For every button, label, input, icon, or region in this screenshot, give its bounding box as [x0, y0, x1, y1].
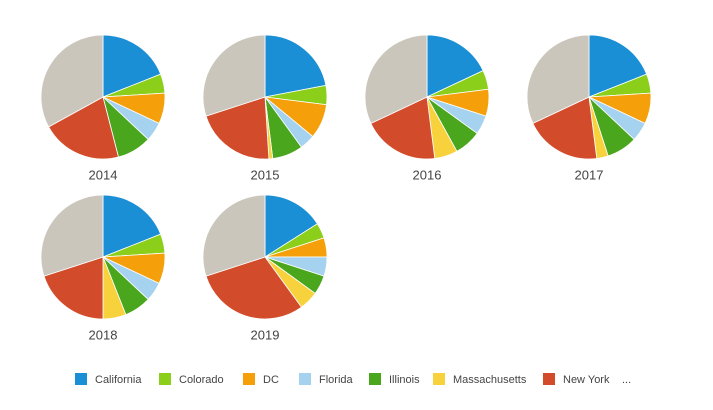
pie-slice	[364, 34, 428, 124]
pie-title: 2016	[413, 167, 442, 182]
pie-title: 2018	[89, 327, 118, 342]
legend-swatch[interactable]	[369, 373, 381, 385]
pie-slice	[202, 34, 266, 117]
legend-swatch[interactable]	[243, 373, 255, 385]
legend-label[interactable]: California	[95, 374, 142, 386]
legend-more[interactable]: ...	[622, 374, 631, 386]
pie-slice	[40, 194, 104, 277]
legend-swatch[interactable]	[299, 373, 311, 385]
pie-slice	[264, 34, 327, 98]
pie-slice	[102, 34, 162, 98]
pie-title: 2017	[575, 167, 604, 182]
legend-label[interactable]: Illinois	[389, 374, 420, 386]
legend-swatch[interactable]	[543, 373, 555, 385]
pie-slice	[43, 256, 104, 320]
legend-swatch[interactable]	[433, 373, 445, 385]
legend-label[interactable]: Colorado	[179, 374, 224, 386]
pie-slice	[426, 34, 484, 98]
legend-label[interactable]: Massachusetts	[453, 374, 527, 386]
pie-slice	[205, 256, 303, 320]
pie-slice	[48, 96, 119, 160]
legend-label[interactable]: Florida	[319, 374, 354, 386]
pie-slice	[532, 96, 598, 160]
pie-slice	[202, 194, 266, 277]
pie-slice	[264, 194, 318, 258]
legend-label[interactable]: New York	[563, 374, 610, 386]
pie-slice	[370, 96, 436, 160]
legend-swatch[interactable]	[159, 373, 171, 385]
pie-title: 2015	[251, 167, 280, 182]
pie-title: 2014	[89, 167, 118, 182]
pie-slice	[102, 194, 162, 258]
pie-slice	[40, 34, 104, 128]
pie-slice	[526, 34, 590, 124]
pie-slice	[588, 34, 648, 98]
legend-swatch[interactable]	[75, 373, 87, 385]
legend-label[interactable]: DC	[263, 374, 279, 386]
pie-slice	[205, 96, 270, 160]
pie-title: 2019	[251, 327, 280, 342]
